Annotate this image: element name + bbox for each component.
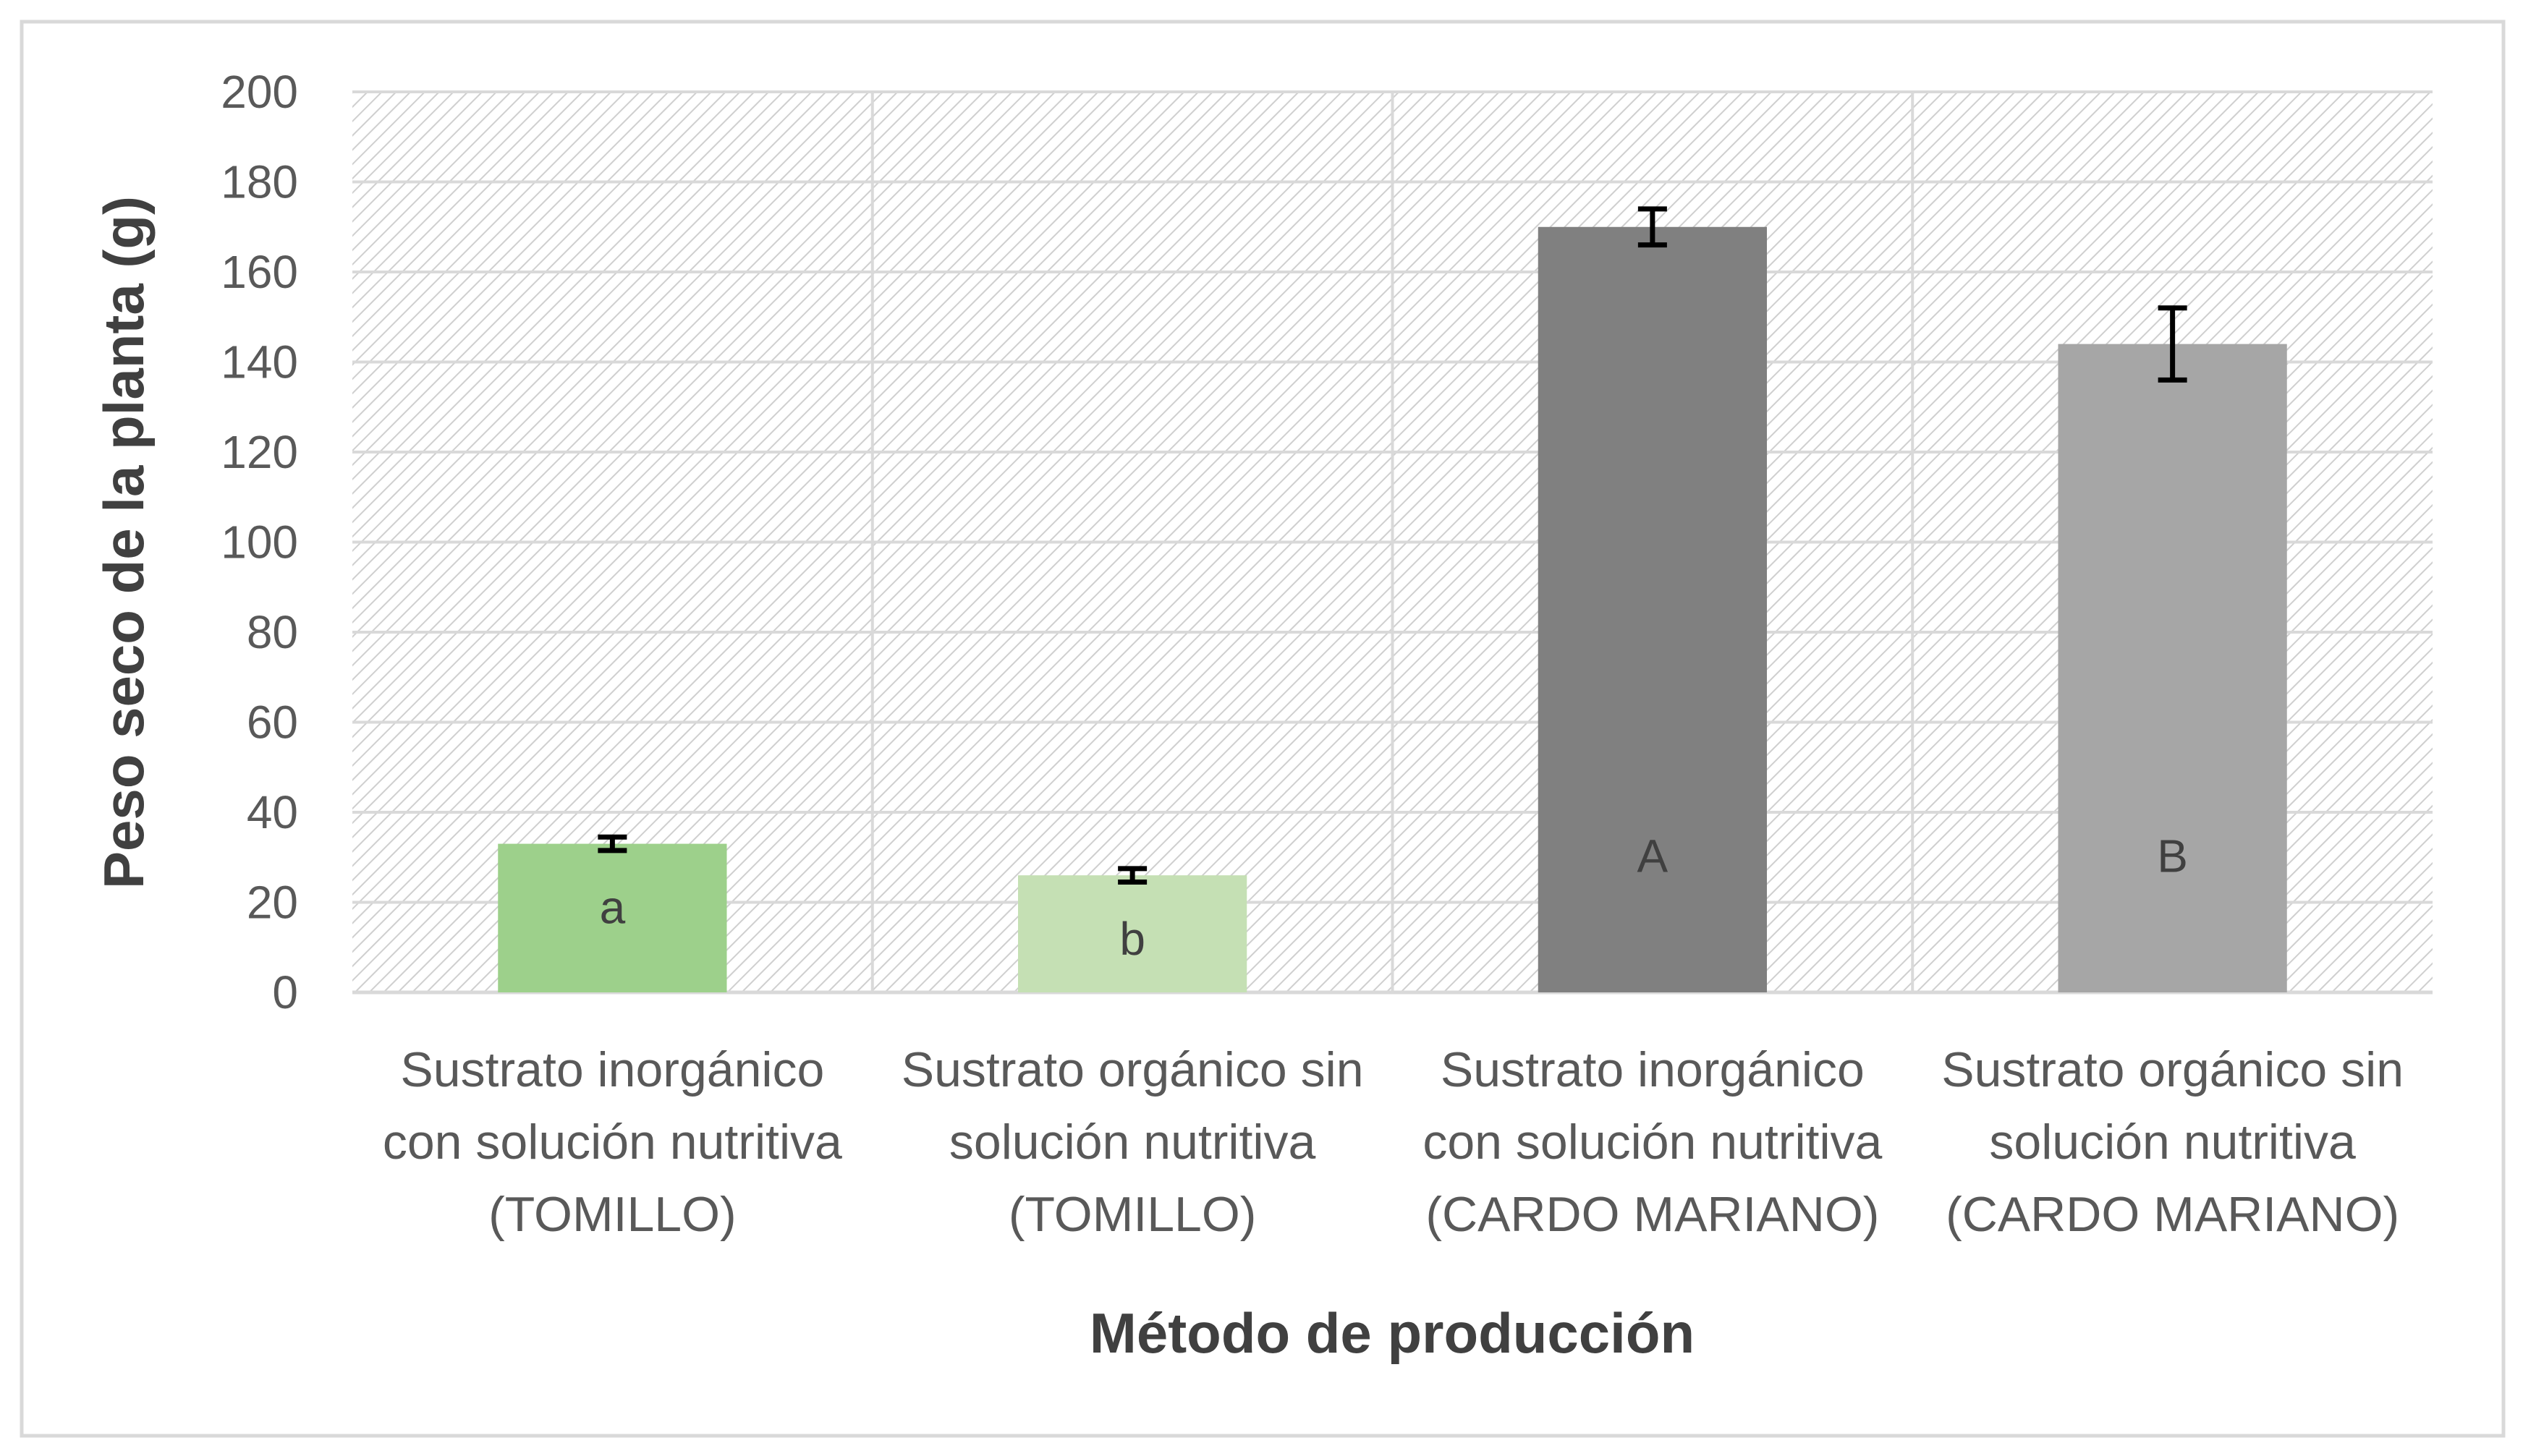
- x-category-label: Sustrato orgánico sin: [1941, 1042, 2404, 1097]
- bar-significance-label: B: [2157, 830, 2188, 882]
- x-category-label: (TOMILLO): [488, 1187, 737, 1242]
- bar: [498, 843, 727, 992]
- bar: [1538, 226, 1767, 992]
- y-tick-label: 140: [221, 336, 298, 388]
- y-tick-label: 100: [221, 516, 298, 569]
- bar-significance-label: a: [600, 882, 626, 934]
- y-tick-label: 60: [247, 697, 298, 749]
- bar: [2058, 344, 2287, 993]
- x-category-label: Sustrato orgánico sin: [902, 1042, 1364, 1097]
- y-tick-label: 180: [221, 156, 298, 208]
- bar-significance-label: A: [1637, 830, 1668, 882]
- x-axis-categories: Sustrato inorgánico con solución nutritiv…: [383, 1042, 2404, 1242]
- x-category-label: (CARDO MARIANO): [1946, 1187, 2399, 1242]
- x-category-label: Sustrato inorgánico: [1441, 1042, 1865, 1097]
- y-tick-label: 20: [247, 877, 298, 929]
- x-category-label: (CARDO MARIANO): [1425, 1187, 1879, 1242]
- y-tick-label: 200: [221, 66, 298, 118]
- y-axis-ticks: 0 20 40 60 80 100 120 140 160 180 200: [221, 66, 298, 1018]
- bar: [1018, 875, 1247, 992]
- bars: a b A B: [498, 206, 2287, 993]
- x-category-label: con solución nutritiva: [1422, 1115, 1882, 1170]
- x-axis-title: Método de producción: [1090, 1301, 1695, 1365]
- bar-significance-label: b: [1119, 913, 1145, 965]
- x-category-label: (TOMILLO): [1009, 1187, 1257, 1242]
- x-category-label: solución nutritiva: [1989, 1115, 2356, 1170]
- x-category-label: con solución nutritiva: [383, 1115, 842, 1170]
- x-category-label: Sustrato inorgánico: [400, 1042, 824, 1097]
- y-tick-label: 40: [247, 786, 298, 838]
- x-category-label: solución nutritiva: [949, 1115, 1316, 1170]
- y-tick-label: 120: [221, 426, 298, 478]
- y-tick-label: 160: [221, 246, 298, 298]
- y-tick-label: 80: [247, 606, 298, 658]
- y-tick-label: 0: [272, 966, 298, 1018]
- y-axis-title: Peso seco de la planta (g): [92, 196, 156, 889]
